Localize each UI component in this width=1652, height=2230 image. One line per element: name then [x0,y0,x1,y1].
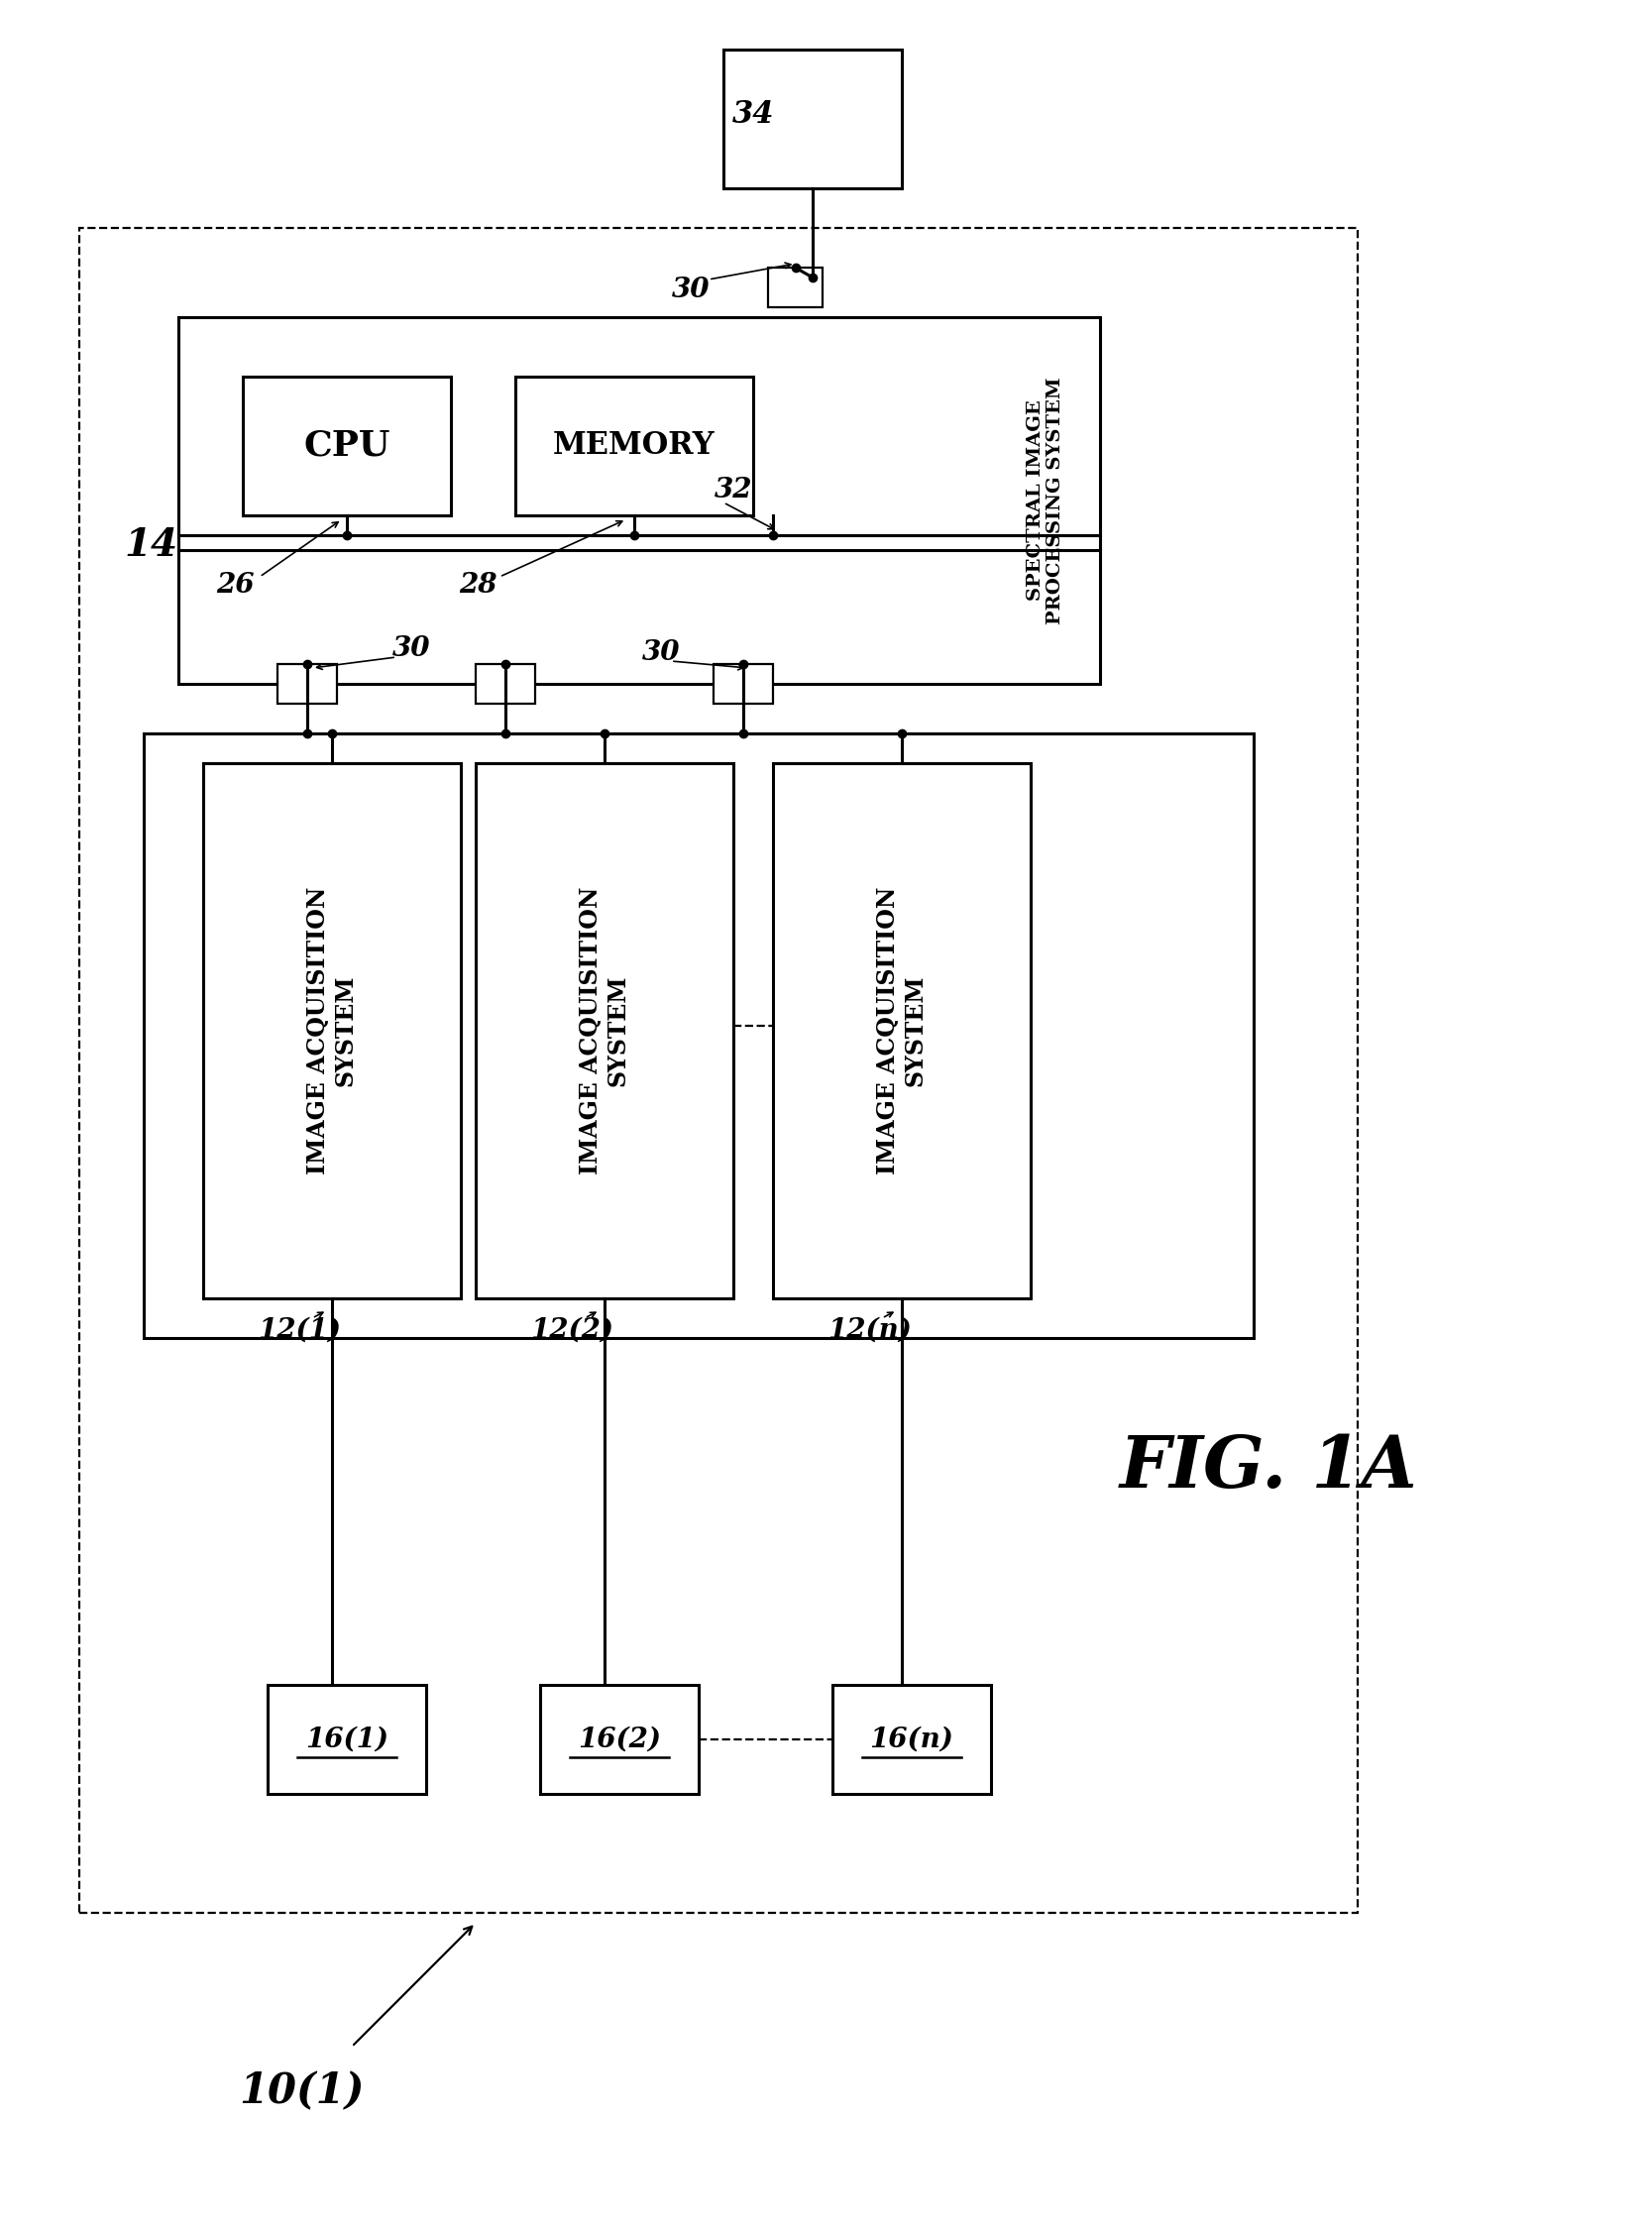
Bar [476,665,535,705]
Bar [724,49,902,187]
Text: IMAGE ACQUISITION
SYSTEM: IMAGE ACQUISITION SYSTEM [876,888,927,1175]
Text: SPECTRAL IMAGE
PROCESSING SYSTEM: SPECTRAL IMAGE PROCESSING SYSTEM [1026,377,1066,624]
Text: CPU: CPU [304,428,390,464]
Bar [540,1686,699,1793]
Bar [268,1686,426,1793]
Bar [178,317,1100,685]
Bar [144,734,1254,1338]
Text: 12(2): 12(2) [530,1316,613,1342]
Text: IMAGE ACQUISITION
SYSTEM: IMAGE ACQUISITION SYSTEM [306,888,357,1175]
Text: 12(n): 12(n) [828,1316,912,1342]
Text: 34: 34 [732,98,775,129]
Bar [773,763,1031,1298]
Text: 30: 30 [392,636,430,662]
Bar [768,268,823,308]
Text: IMAGE ACQUISITION
SYSTEM: IMAGE ACQUISITION SYSTEM [578,888,629,1175]
Text: 32: 32 [714,477,752,504]
Text: MEMORY: MEMORY [553,430,715,462]
Bar [79,227,1358,1913]
Bar [515,377,753,515]
Text: 26: 26 [216,571,254,598]
Text: 10(1): 10(1) [240,2069,365,2112]
Text: FIG. 1A: FIG. 1A [1120,1432,1417,1503]
Text: 28: 28 [459,571,497,598]
Bar [243,377,451,515]
Text: 30: 30 [672,277,710,303]
Text: 30: 30 [643,640,681,667]
Text: 12(1): 12(1) [258,1316,340,1342]
Bar [714,665,773,705]
Bar [203,763,461,1298]
Bar [278,665,337,705]
Text: 16(n): 16(n) [869,1726,953,1753]
Text: 16(2): 16(2) [578,1726,661,1753]
Bar [476,763,733,1298]
Text: 14: 14 [124,526,177,564]
Text: 16(1): 16(1) [306,1726,388,1753]
Bar [833,1686,991,1793]
